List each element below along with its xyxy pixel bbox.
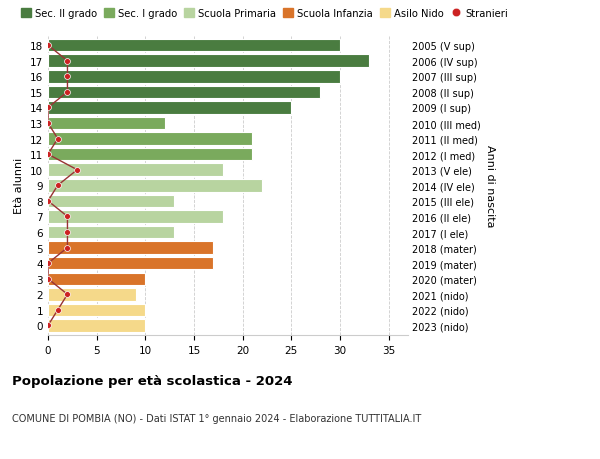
Point — [73, 167, 82, 174]
Text: COMUNE DI POMBIA (NO) - Dati ISTAT 1° gennaio 2024 - Elaborazione TUTTITALIA.IT: COMUNE DI POMBIA (NO) - Dati ISTAT 1° ge… — [12, 413, 421, 423]
Point — [43, 275, 53, 283]
Bar — [48, 40, 340, 52]
Point — [53, 307, 62, 314]
Bar — [48, 179, 262, 192]
Bar — [48, 211, 223, 223]
Point — [62, 291, 72, 298]
Bar — [48, 118, 165, 130]
Bar — [48, 304, 145, 316]
Bar — [48, 71, 340, 84]
Point — [62, 89, 72, 96]
Text: Popolazione per età scolastica - 2024: Popolazione per età scolastica - 2024 — [12, 374, 293, 387]
Bar — [48, 86, 320, 99]
Point — [62, 229, 72, 236]
Y-axis label: Anni di nascita: Anni di nascita — [485, 145, 495, 227]
Point — [43, 151, 53, 158]
Bar — [48, 288, 136, 301]
Bar — [48, 56, 369, 68]
Point — [43, 120, 53, 128]
Point — [43, 198, 53, 205]
Point — [43, 105, 53, 112]
Bar — [48, 226, 175, 239]
Point — [62, 73, 72, 81]
Point — [43, 42, 53, 50]
Point — [62, 58, 72, 65]
Y-axis label: Età alunni: Età alunni — [14, 158, 25, 214]
Point — [62, 244, 72, 252]
Point — [53, 135, 62, 143]
Bar — [48, 273, 145, 285]
Point — [53, 182, 62, 190]
Point — [43, 322, 53, 330]
Point — [62, 213, 72, 221]
Bar — [48, 242, 214, 254]
Point — [43, 260, 53, 267]
Bar — [48, 195, 175, 207]
Bar — [48, 102, 291, 114]
Bar — [48, 133, 253, 146]
Legend: Sec. II grado, Sec. I grado, Scuola Primaria, Scuola Infanzia, Asilo Nido, Stran: Sec. II grado, Sec. I grado, Scuola Prim… — [17, 5, 512, 23]
Bar — [48, 149, 253, 161]
Bar — [48, 257, 214, 270]
Bar — [48, 319, 145, 332]
Bar — [48, 164, 223, 177]
